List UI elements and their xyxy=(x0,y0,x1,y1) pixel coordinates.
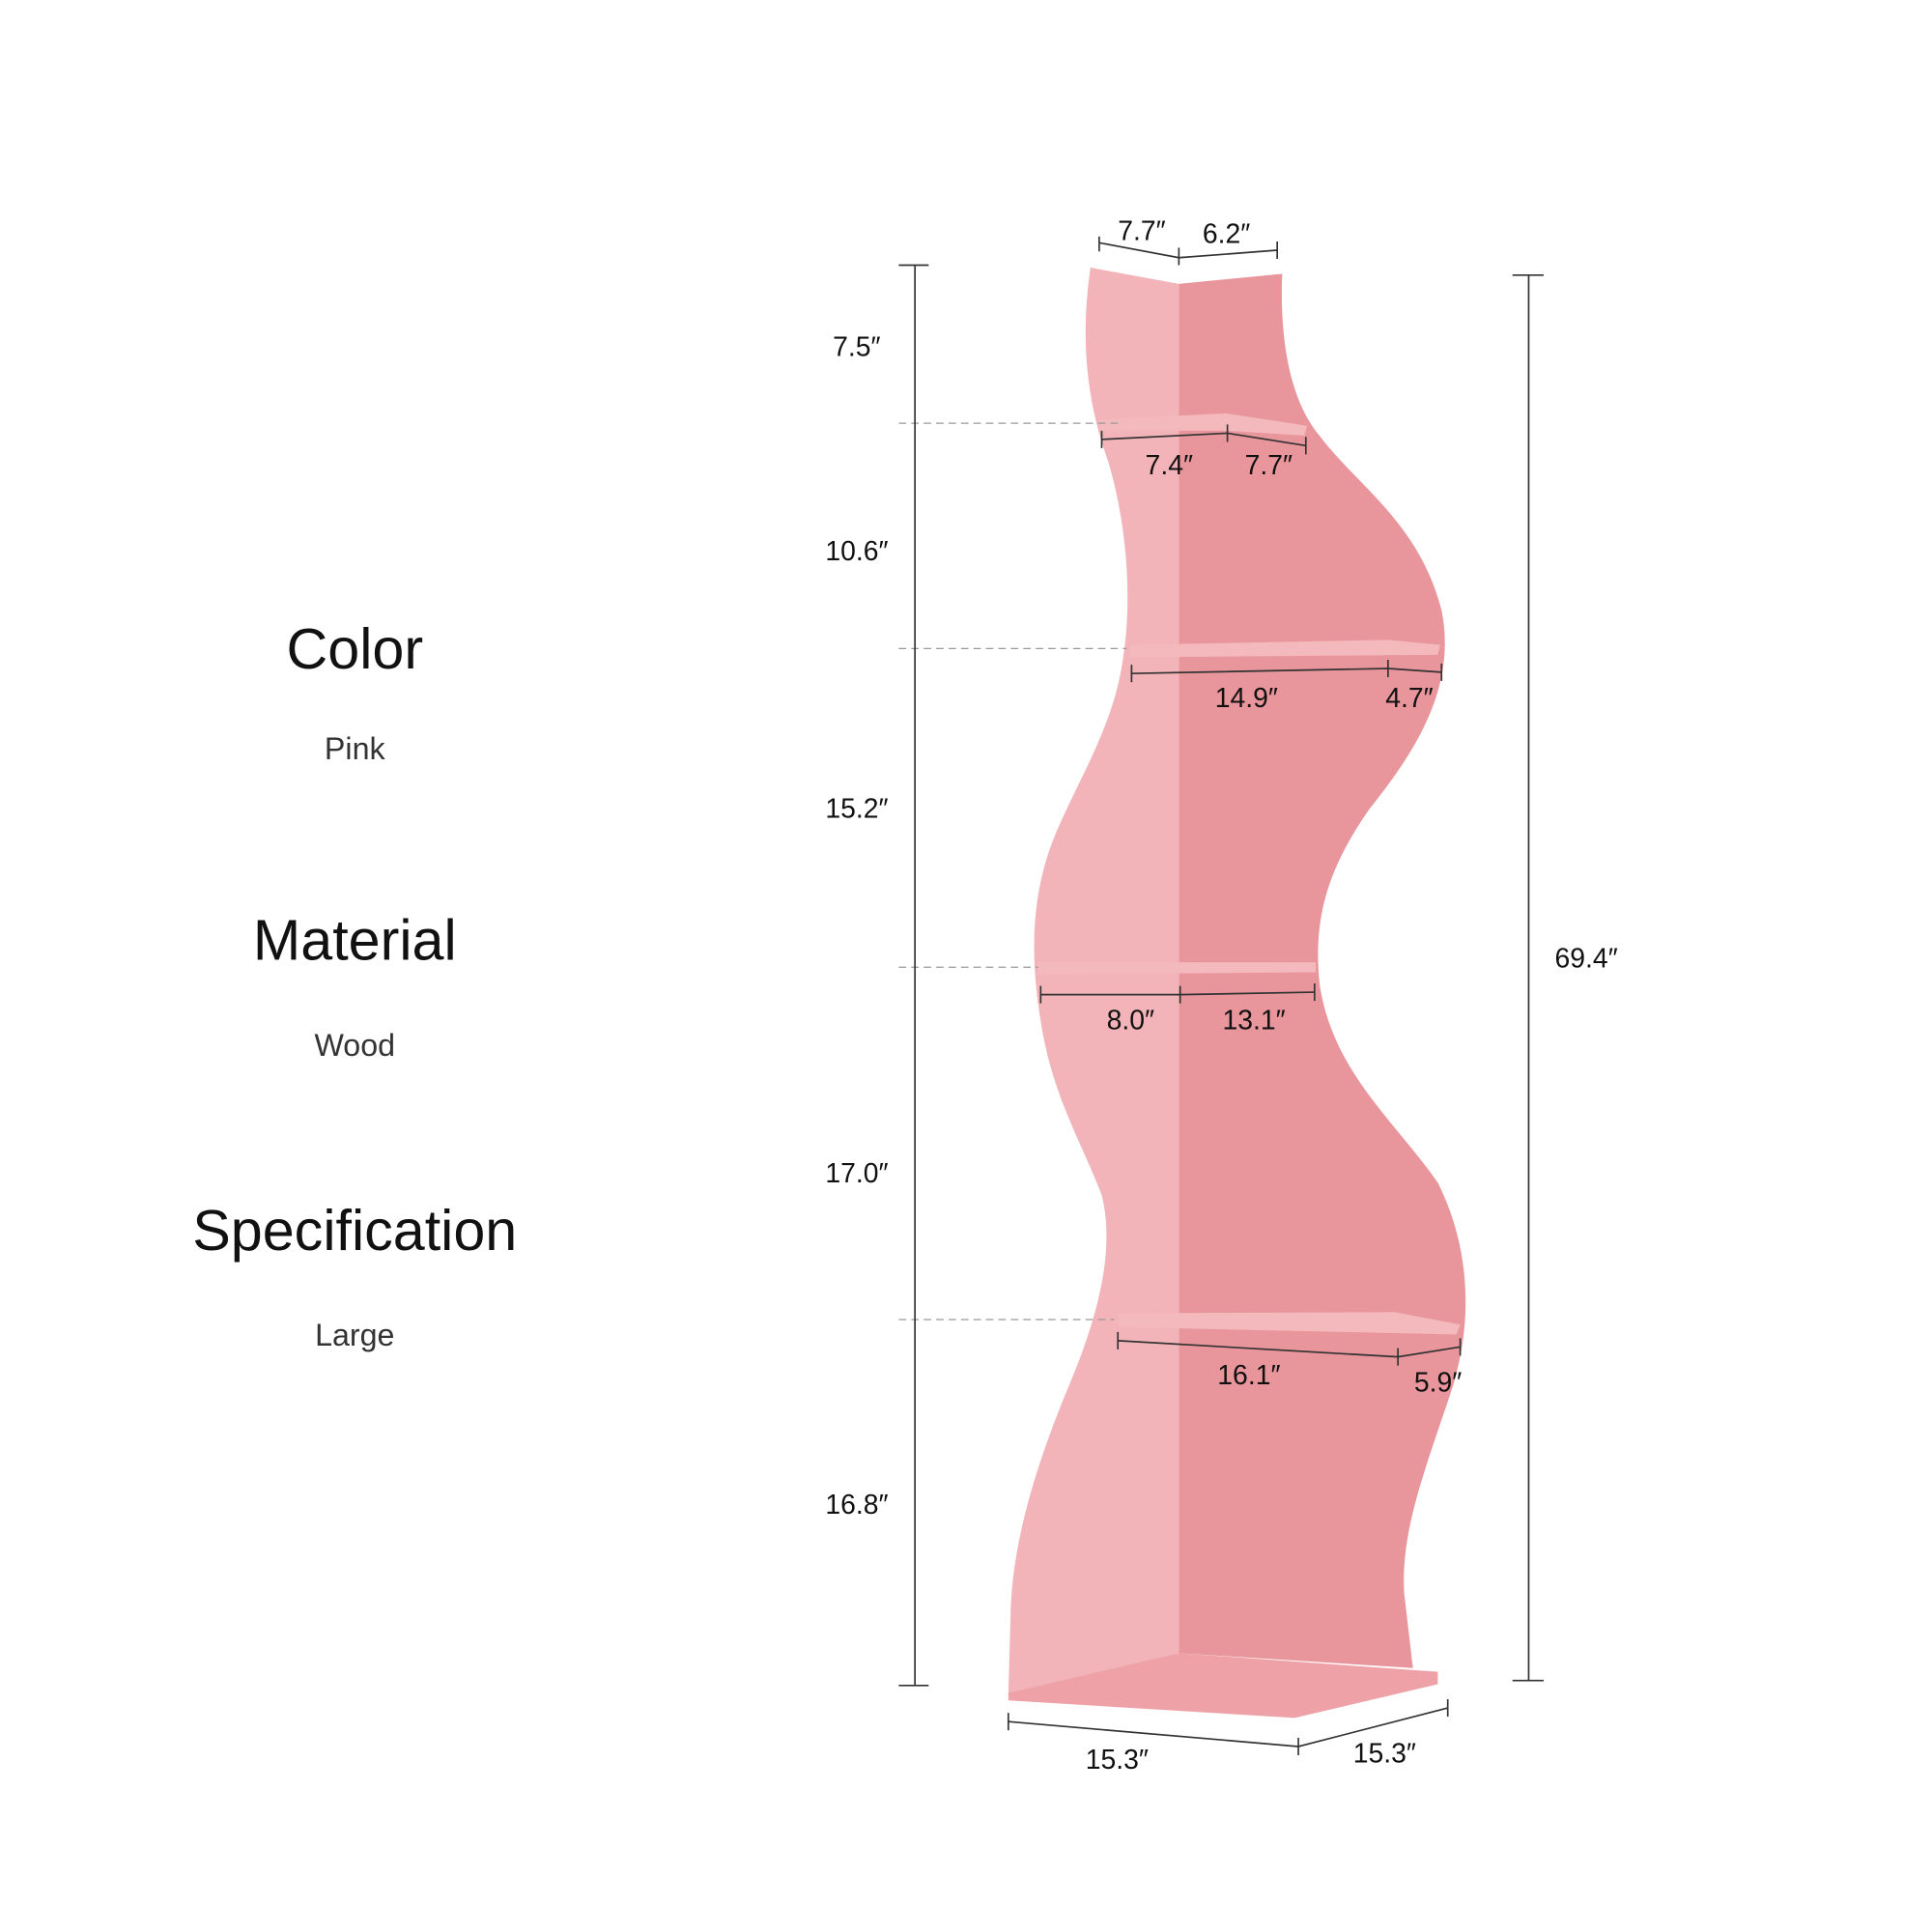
dim-shelf3-right: 13.1″ xyxy=(1222,1006,1285,1037)
shelf-3 xyxy=(1037,962,1317,976)
spec-value: Pink xyxy=(325,731,386,766)
spec-title: Material xyxy=(253,908,457,973)
spec-value: Wood xyxy=(314,1028,395,1063)
spec-title: Specification xyxy=(192,1198,517,1263)
shelf-2 xyxy=(1130,639,1440,658)
dim-height-4: 17.0″ xyxy=(825,1158,888,1189)
wave-corner-shelf xyxy=(1008,268,1466,1719)
spec-material: Material Wood xyxy=(253,908,457,1063)
dim-height-1: 7.5″ xyxy=(833,332,880,363)
dim-top-left: 7.7″ xyxy=(1118,216,1165,247)
dim-shelf3-left: 8.0″ xyxy=(1107,1006,1154,1037)
dimension-labels: 7.7″ 6.2″ 7.5″ 10.6″ 15.2″ 17.0″ 16.8″ 6… xyxy=(825,216,1617,1776)
spec-value: Large xyxy=(315,1318,394,1352)
dim-total-height: 69.4″ xyxy=(1555,943,1618,974)
shelf-1 xyxy=(1098,412,1308,437)
dim-base-width: 15.3″ xyxy=(1086,1745,1149,1776)
dim-height-3: 15.2″ xyxy=(825,794,888,825)
dim-shelf1-right: 7.7″ xyxy=(1245,450,1293,481)
left-panel xyxy=(1008,268,1179,1696)
spec-title: Color xyxy=(286,616,423,681)
dim-top-right: 6.2″ xyxy=(1203,218,1250,249)
dim-shelf4-right: 5.9″ xyxy=(1414,1368,1462,1399)
dim-height-5: 16.8″ xyxy=(825,1490,888,1520)
dim-shelf4-left: 16.1″ xyxy=(1217,1360,1280,1391)
dim-shelf1-left: 7.4″ xyxy=(1146,450,1193,481)
dim-base-depth: 15.3″ xyxy=(1353,1739,1416,1770)
dim-height-2: 10.6″ xyxy=(825,536,888,567)
base-plate xyxy=(1008,1653,1438,1719)
dim-shelf2-right: 4.7″ xyxy=(1385,683,1433,714)
spec-color: Color Pink xyxy=(286,616,423,766)
shelf-4 xyxy=(1118,1312,1461,1335)
guide-lines xyxy=(898,236,1544,1756)
dim-shelf2-left: 14.9″ xyxy=(1215,683,1278,714)
spec-specification: Specification Large xyxy=(192,1198,517,1352)
